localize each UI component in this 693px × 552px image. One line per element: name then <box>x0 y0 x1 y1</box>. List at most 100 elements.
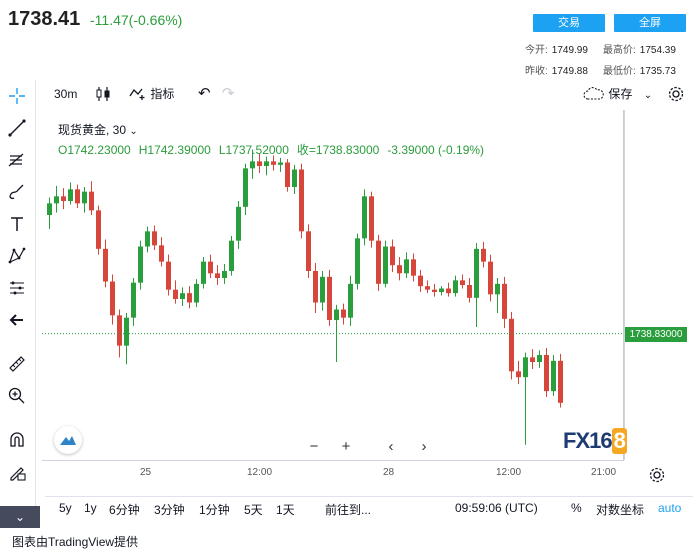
candle-body <box>397 265 402 274</box>
fib-icon[interactable] <box>6 150 28 172</box>
crosshair-icon[interactable] <box>6 86 28 108</box>
candle <box>145 226 150 253</box>
fullscreen-button[interactable]: 全屏 <box>614 14 686 32</box>
clock[interactable]: 09:59:06 (UTC) <box>455 501 538 515</box>
axis-settings-gear-icon[interactable] <box>648 466 666 489</box>
candle-body <box>82 191 87 204</box>
save-button[interactable]: 保存 ⌄ <box>583 85 652 103</box>
range-1d-button[interactable]: 1天 <box>276 503 295 517</box>
time-tick: 21:00 <box>591 467 617 478</box>
candle <box>530 349 535 369</box>
symbol-title: 现货黄金, 30 <box>58 123 127 137</box>
fx168-watermark: FX168 <box>563 428 627 454</box>
candle-body <box>117 315 122 346</box>
indicator-icon <box>129 88 145 100</box>
candle-body <box>341 309 346 318</box>
candle-body <box>467 285 472 298</box>
candle-body <box>327 276 332 320</box>
high-stat: 最高价: 1754.39 <box>603 41 676 56</box>
candle-body <box>544 355 549 392</box>
candle <box>467 278 472 303</box>
legend-open: O1742.23000 <box>58 143 131 157</box>
tradingview-logo-icon[interactable] <box>54 426 82 454</box>
indicators-button[interactable]: 指标 <box>129 85 174 103</box>
ruler-icon[interactable] <box>6 354 28 376</box>
forecast-icon[interactable] <box>6 278 28 300</box>
legend-low: L1737.52000 <box>218 143 289 157</box>
candle <box>362 189 367 246</box>
candle-body <box>369 196 374 241</box>
candle <box>369 191 374 248</box>
candle <box>292 164 297 194</box>
candle-body <box>460 280 465 285</box>
trend-line-icon[interactable] <box>6 118 28 140</box>
candle-body <box>474 248 479 298</box>
candle-body <box>61 196 66 201</box>
pattern-icon[interactable] <box>6 246 28 268</box>
redo-icon[interactable]: ↷ <box>222 85 235 102</box>
open-stat: 今开: 1749.99 <box>525 41 588 56</box>
auto-scale-button[interactable]: auto <box>658 501 682 515</box>
candle-body <box>54 196 59 204</box>
range-3m-button[interactable]: 3分钟 <box>154 503 185 517</box>
range-5y-button[interactable]: 5y <box>59 501 72 515</box>
candle-body <box>89 191 94 211</box>
brush-icon[interactable] <box>6 182 28 204</box>
text-tool-icon[interactable] <box>6 214 28 236</box>
candle-body <box>243 168 248 207</box>
high-value: 1754.39 <box>639 45 676 56</box>
prev-close-label: 昨收: <box>525 66 548 77</box>
range-1y-button[interactable]: 1y <box>84 501 97 515</box>
candle <box>348 275 353 326</box>
goto-date-button[interactable]: 前往到... <box>325 503 372 517</box>
candle-body <box>404 259 409 274</box>
legend-change: -3.39000 (-0.19%) <box>387 143 485 157</box>
lock-pencil-icon[interactable] <box>6 462 28 484</box>
candle <box>96 205 101 255</box>
candle-body <box>152 231 157 246</box>
candlestick-chart[interactable] <box>42 110 624 460</box>
chevron-down-icon[interactable]: ⌄ <box>643 90 653 101</box>
collapse-chevron-icon[interactable]: ⌄ <box>0 506 40 528</box>
candle <box>439 286 444 296</box>
trade-button[interactable]: 交易 <box>533 14 605 32</box>
candle-body <box>68 189 73 201</box>
range-5d-button[interactable]: 5天 <box>244 503 263 517</box>
scroll-right-button[interactable]: › <box>411 436 437 458</box>
symbol-legend[interactable]: 现货黄金, 30 ⌄ <box>58 121 138 138</box>
chevron-down-icon[interactable]: ⌄ <box>129 126 138 137</box>
settings-gear-icon[interactable] <box>667 85 685 103</box>
price-axis[interactable] <box>624 110 693 460</box>
candle <box>180 287 185 306</box>
candle-body <box>502 283 507 319</box>
range-6m-button[interactable]: 6分钟 <box>109 503 140 517</box>
candle <box>61 188 66 210</box>
candle-type-icon[interactable] <box>95 85 113 103</box>
undo-icon[interactable]: ↶ <box>198 85 211 102</box>
percent-scale-button[interactable]: % <box>571 501 582 515</box>
candle-body <box>320 276 325 303</box>
back-arrow-icon[interactable] <box>6 310 28 332</box>
candle <box>222 264 227 284</box>
candle-body <box>495 283 500 295</box>
candle-body <box>131 282 136 318</box>
candle <box>551 355 556 396</box>
log-scale-button[interactable]: 对数坐标 <box>596 503 645 517</box>
scroll-left-button[interactable]: ‹ <box>378 436 404 458</box>
zoom-out-button[interactable]: − <box>301 436 327 458</box>
tradingview-caption: 图表由TradingView提供 <box>12 535 139 549</box>
candle <box>474 243 479 327</box>
candle <box>495 278 500 313</box>
candle <box>159 237 164 267</box>
magnet-icon[interactable] <box>6 430 28 452</box>
candle <box>516 360 521 385</box>
zoom-in-icon[interactable] <box>6 386 28 408</box>
legend-high: H1742.39000 <box>138 143 211 157</box>
interval-button[interactable]: 30m <box>54 87 78 101</box>
zoom-in-button[interactable]: + <box>333 436 359 458</box>
range-1m-button[interactable]: 1分钟 <box>199 503 230 517</box>
time-axis[interactable]: 25 12:00 28 12:00 21:00 <box>42 460 624 482</box>
candle <box>131 278 136 326</box>
candle <box>481 241 486 268</box>
candle-body <box>537 355 542 362</box>
